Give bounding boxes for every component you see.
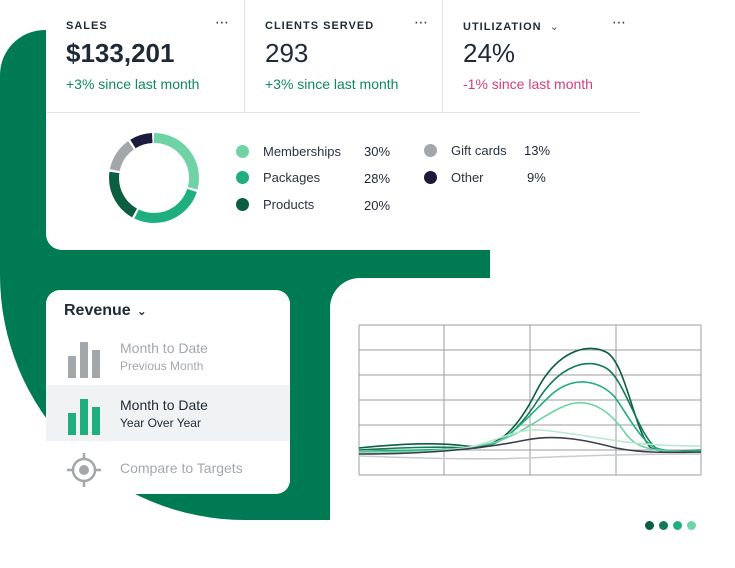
option-title: Compare to Targets [120, 460, 243, 476]
legend-label: Memberships [263, 143, 342, 159]
legend-percent: 9% [527, 170, 546, 185]
carousel-pager [645, 521, 696, 530]
stat-value: 293 [265, 38, 309, 68]
legend-percent: 13% [524, 143, 551, 158]
legend-label: Gift cards [451, 142, 507, 158]
donut-segment [109, 133, 199, 223]
bar-chart-icon [68, 399, 100, 435]
pager-dot[interactable] [645, 521, 654, 530]
legend-item-gift-cards: Gift cards [424, 140, 507, 160]
stat-change: -1% since last month [463, 76, 593, 92]
stat-label-dropdown[interactable]: UTILIZATION ⌄ [463, 20, 560, 33]
legend-swatch [424, 170, 437, 184]
chart-line [358, 347, 702, 454]
stat-value: $133,201 [66, 38, 175, 68]
target-icon [67, 453, 101, 487]
revenue-option-compare-targets[interactable]: Compare to Targets [46, 442, 290, 494]
legend-percent: 20% [364, 198, 391, 213]
bar-chart-icon [68, 342, 100, 378]
option-subtitle: Previous Month [120, 359, 204, 373]
legend-label: Packages [263, 169, 321, 185]
stat-utilization: UTILIZATION ⌄ ⋯ 24% -1% since last month [442, 0, 641, 112]
chart-line [358, 453, 702, 460]
option-title: Month to Date [120, 397, 208, 413]
divider [46, 112, 640, 113]
legend-item-products: Products [236, 194, 314, 214]
legend-label: Products [263, 196, 315, 212]
chevron-down-icon[interactable]: ⌄ [136, 304, 147, 318]
donut-segment [109, 133, 199, 223]
pager-dot[interactable] [673, 521, 682, 530]
legend-swatch [236, 144, 249, 158]
donut-segment [109, 133, 199, 223]
more-options-icon[interactable]: ⋯ [612, 14, 627, 30]
stat-clients-served: CLIENTS SERVED ⋯ 293 +3% since last mont… [244, 0, 443, 112]
legend-swatch [236, 197, 249, 211]
sales-breakdown-donut [109, 133, 199, 223]
stat-change: +3% since last month [265, 76, 399, 92]
legend-percent: 28% [364, 171, 391, 186]
revenue-card: Revenue ⌄ Month to Date Previous Month Mo… [46, 290, 290, 494]
more-options-icon[interactable]: ⋯ [215, 14, 230, 30]
pager-dot[interactable] [659, 521, 668, 530]
option-subtitle: Year Over Year [120, 416, 201, 430]
revenue-option-month-to-date-yoy[interactable]: Month to Date Year Over Year [46, 385, 290, 441]
legend-swatch [424, 143, 437, 157]
legend-label: Other [451, 169, 484, 185]
revenue-line-chart [358, 324, 702, 476]
stat-change: +3% since last month [66, 76, 200, 92]
kpi-card: SALES ⋯ $133,201 +3% since last month CL… [46, 0, 640, 250]
revenue-title: Revenue [64, 302, 131, 319]
more-options-icon[interactable]: ⋯ [414, 14, 429, 30]
legend-item-other: Other [424, 167, 484, 187]
stat-sales: SALES ⋯ $133,201 +3% since last month [46, 0, 244, 112]
pager-dot[interactable] [687, 521, 696, 530]
option-title: Month to Date [120, 340, 208, 356]
stat-label: CLIENTS SERVED [265, 20, 375, 32]
revenue-dropdown[interactable]: Revenue ⌄ [64, 302, 147, 320]
legend-item-memberships: Memberships [236, 141, 341, 161]
revenue-option-month-to-date-previous[interactable]: Month to Date Previous Month [46, 328, 290, 384]
chevron-down-icon[interactable]: ⌄ [549, 21, 560, 33]
stat-value: 24% [463, 38, 516, 68]
stat-label-text: UTILIZATION [463, 21, 542, 33]
chart-line [358, 436, 702, 455]
legend-item-packages: Packages [236, 167, 320, 187]
legend-swatch [236, 170, 249, 184]
stat-label: SALES [66, 20, 108, 32]
legend-percent: 30% [364, 144, 391, 159]
